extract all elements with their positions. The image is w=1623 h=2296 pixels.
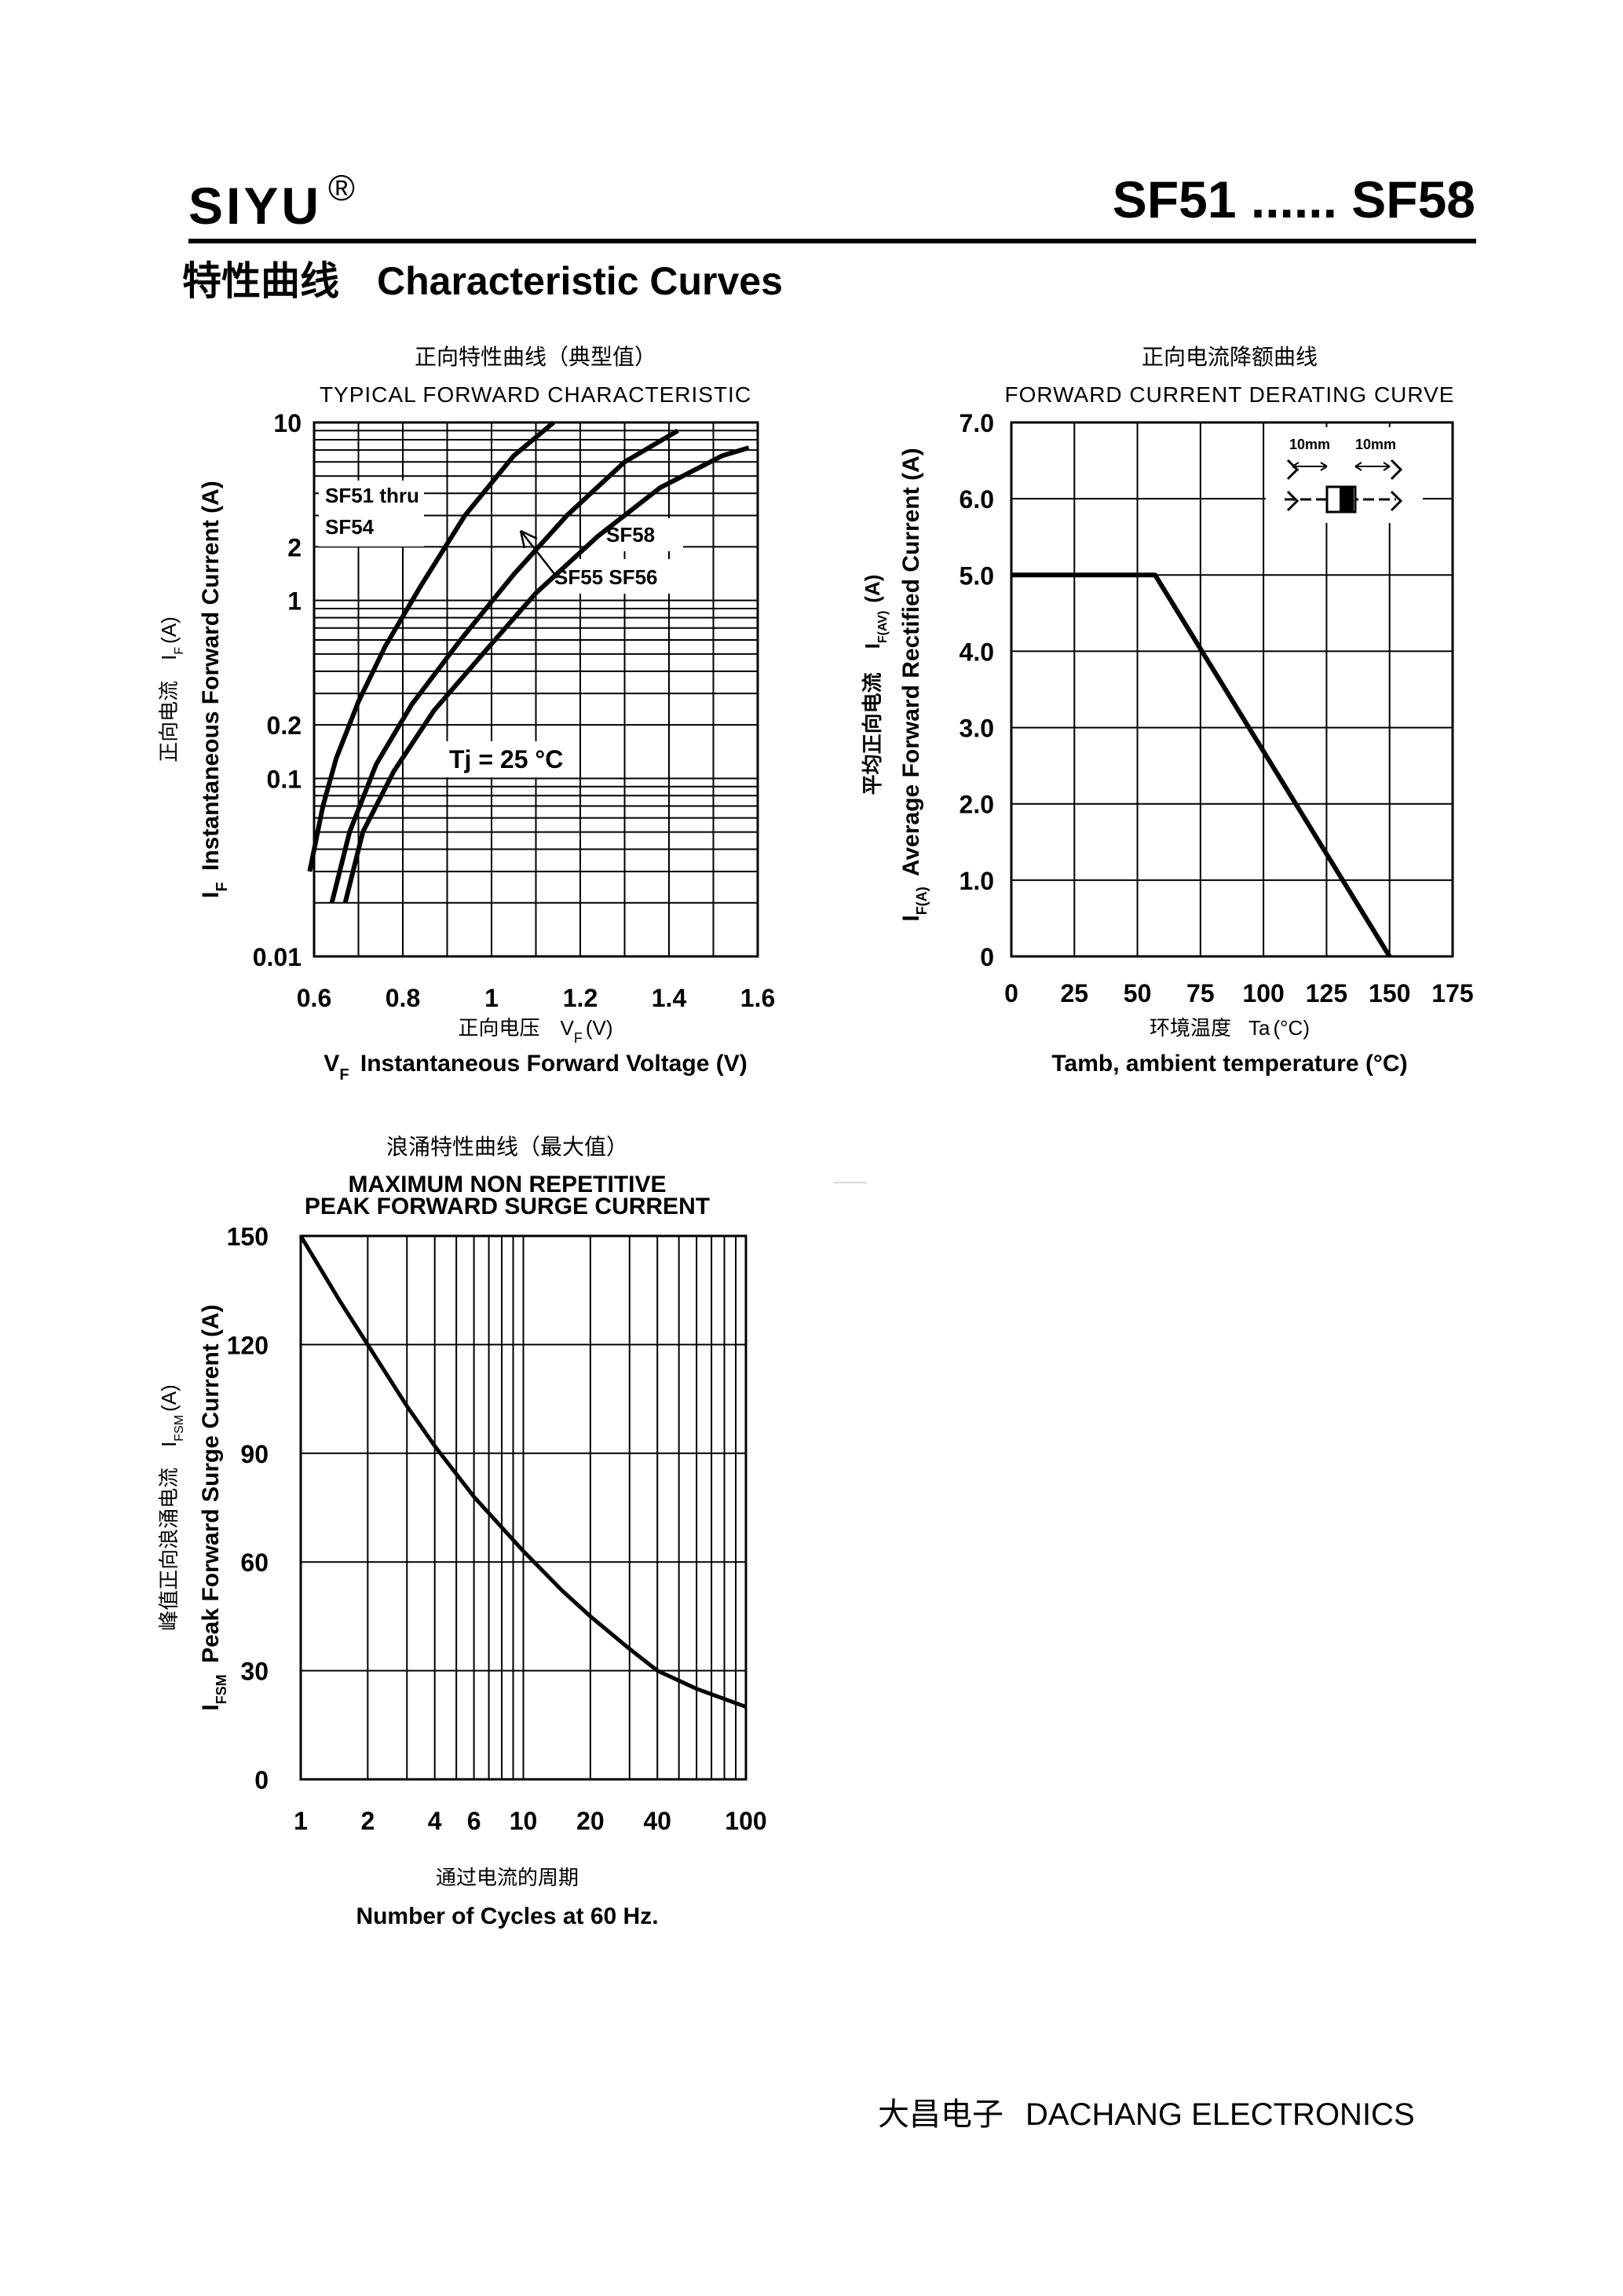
y-tick-label: 10 [273, 409, 302, 437]
chart-title: MAXIMUM NON REPETITIVE [348, 1172, 666, 1197]
y-tick-label: 1 [287, 587, 302, 616]
x-axis-label: VF Instantaneous Forward Voltage (V) [324, 1051, 747, 1084]
brand-name: SIYU [188, 177, 323, 235]
label-backdrop [319, 481, 424, 547]
section-title: 特性曲线 Characteristic Curves [182, 250, 783, 306]
y-axis-label-cn: 峰值正向浪涌电流IFSM(A) [157, 1384, 186, 1631]
x-tick-label: 1.6 [740, 984, 775, 1012]
x-axis-label-cn: 环境温度 Ta (°C) [1150, 1016, 1310, 1040]
plot-frame [1010, 421, 1454, 958]
label-backdrop [441, 741, 575, 777]
y-axis-label: IF Instantaneous Forward Current (A) [198, 481, 231, 898]
dimension-arrow [1292, 462, 1391, 471]
x-tick-label: 25 [1060, 979, 1088, 1007]
y-tick-label: 2.0 [960, 791, 994, 819]
diode-band [1340, 487, 1354, 512]
annotation-arrow [519, 529, 558, 579]
brand-logo: SIYU ® [188, 166, 355, 236]
x-tick-label: 0.6 [297, 984, 331, 1012]
annotation-label: SF51 thru [325, 484, 419, 507]
part-number-range: SF51 ...... SF58 [1112, 170, 1475, 229]
y-tick-label: 0.1 [267, 765, 302, 793]
y-tick-label: 3.0 [960, 715, 994, 743]
x-tick-label: 40 [643, 1807, 671, 1835]
plot-frame [299, 1234, 748, 1781]
dimension-label: 10mm [1289, 437, 1330, 452]
chart-title-cn: 正向电流降额曲线 [1142, 344, 1318, 370]
y-tick-label: 4.0 [960, 638, 994, 666]
chart-title-cn: 浪涌特性曲线（最大值） [386, 1134, 628, 1160]
annotation-label: SF54 [325, 515, 375, 539]
registered-mark: ® [328, 167, 355, 208]
chart-title: FORWARD CURRENT DERATING CURVE [1005, 382, 1455, 407]
x-tick-label: 0.8 [386, 984, 420, 1012]
y-tick-label: 30 [240, 1658, 269, 1686]
x-tick-label: 0 [1004, 979, 1018, 1007]
y-tick-label: 1.0 [960, 867, 994, 895]
y-tick-label: 60 [240, 1548, 269, 1577]
y-tick-label: 120 [227, 1331, 269, 1359]
section-title-en: Characteristic Curves [377, 259, 783, 303]
y-tick-label: 150 [227, 1223, 269, 1251]
x-tick-label: 1 [294, 1807, 308, 1835]
y-axis-label: IFSM Peak Forward Surge Current (A) [198, 1304, 229, 1710]
footer-company-cn: 大昌电子 [878, 2097, 1003, 2133]
label-backdrop [550, 559, 680, 594]
x-tick-label: 125 [1306, 979, 1347, 1007]
chart-title-line2: PEAK FORWARD SURGE CURRENT [305, 1194, 710, 1219]
scan-speck [834, 1182, 867, 1183]
chart-title-cn: 正向特性曲线（典型值） [415, 344, 656, 370]
series-line [329, 428, 679, 904]
series-line [342, 445, 750, 904]
x-tick-label: 1.2 [563, 984, 598, 1012]
y-tick-label: 0.01 [253, 943, 302, 971]
y-tick-label: 0 [254, 1766, 269, 1794]
x-tick-label: 100 [1242, 979, 1284, 1007]
x-axis-label-cn: 通过电流的周期 [436, 1866, 579, 1890]
section-title-cn: 特性曲线 [182, 258, 339, 304]
header-rule [188, 239, 1476, 243]
annotation-label: Tj = 25 °C [449, 745, 563, 773]
x-tick-label: 10 [510, 1807, 538, 1835]
y-tick-label: 0.2 [267, 711, 302, 740]
x-tick-label: 100 [725, 1807, 766, 1835]
series-line [298, 1234, 747, 1709]
y-tick-label: 6.0 [960, 485, 994, 514]
annotation-label: SF55 SF56 [554, 565, 658, 589]
footer-company: 大昌电子 DACHANG ELECTRONICS [878, 2089, 1415, 2134]
x-tick-label: 1.4 [652, 984, 687, 1012]
footer-company-en: DACHANG ELECTRONICS [1025, 2097, 1415, 2132]
x-tick-label: 150 [1369, 979, 1410, 1007]
y-tick-label: 2 [287, 533, 302, 561]
series-line [1011, 572, 1392, 958]
annotation-label: SF58 [606, 523, 655, 547]
series-line [307, 420, 556, 872]
label-backdrop [589, 518, 683, 551]
x-tick-label: 1 [484, 984, 499, 1012]
chart-title: TYPICAL FORWARD CHARACTERISTIC [320, 382, 751, 407]
y-axis-label-cn: 平均正向电流IF(AV)(A) [861, 575, 890, 795]
x-axis-label: Tamb, ambient temperature (°C) [1051, 1051, 1407, 1077]
x-tick-label: 4 [428, 1807, 442, 1835]
x-tick-label: 2 [360, 1807, 375, 1835]
x-tick-label: 75 [1186, 979, 1215, 1007]
y-tick-label: 5.0 [960, 561, 994, 590]
plot-frame [313, 421, 759, 958]
x-axis-label-cn: 正向电压 VF (V) [458, 1016, 612, 1046]
y-tick-label: 7.0 [960, 409, 994, 437]
y-tick-label: 90 [240, 1440, 269, 1468]
x-tick-label: 6 [467, 1807, 481, 1835]
y-axis-label: IF(A) Average Forward Rectified Current … [898, 448, 930, 921]
x-tick-label: 175 [1431, 979, 1473, 1007]
x-tick-label: 20 [576, 1807, 605, 1835]
y-axis-label-cn: 正向电流IF(A) [157, 616, 186, 762]
y-tick-label: 0 [980, 943, 994, 971]
x-axis-label: Number of Cycles at 60 Hz. [356, 1903, 658, 1929]
x-tick-label: 50 [1124, 979, 1152, 1007]
dimension-label: 10mm [1355, 437, 1396, 452]
